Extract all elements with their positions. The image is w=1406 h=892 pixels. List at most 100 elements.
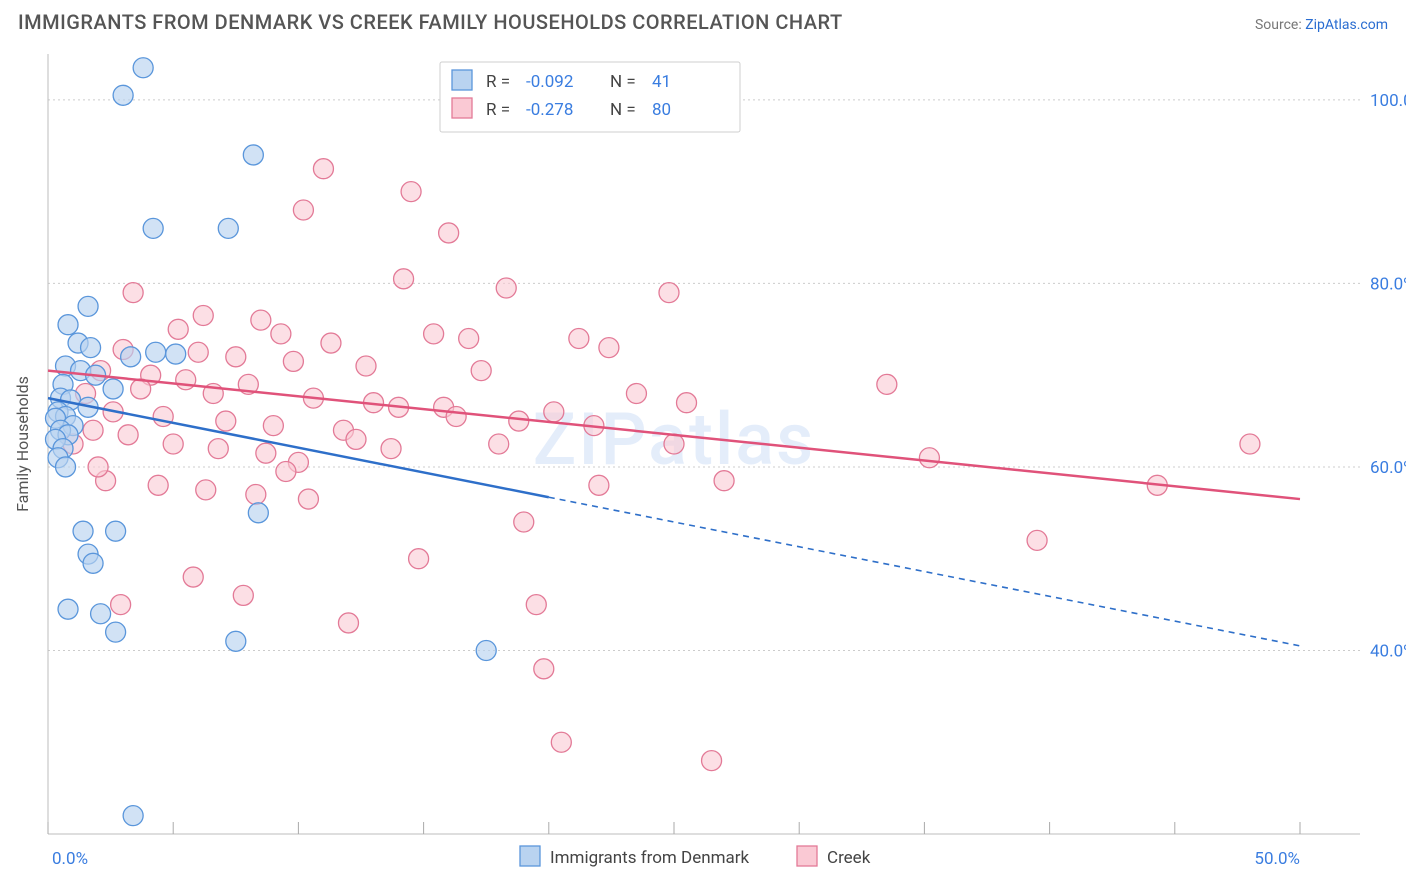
source-prefix: Source: (1255, 17, 1305, 33)
data-point (81, 338, 101, 358)
data-point (248, 503, 268, 523)
data-point (298, 489, 318, 509)
data-point (243, 145, 263, 165)
y-tick-label: 80.0% (1370, 274, 1406, 294)
data-point (321, 333, 341, 353)
legend-r-value: -0.278 (526, 100, 573, 120)
regression-line-extrapolated (549, 497, 1300, 646)
chart-container: 40.0% 60.0% 80.0% 100.0% 0.0% 50.0% Family Hou… (0, 44, 1406, 892)
data-point (659, 283, 679, 303)
data-point (146, 342, 166, 362)
data-point (394, 269, 414, 289)
data-point (83, 420, 103, 440)
data-point (346, 429, 366, 449)
data-point (677, 393, 697, 413)
data-point (216, 411, 236, 431)
data-point (509, 411, 529, 431)
data-point (111, 595, 131, 615)
data-point (534, 659, 554, 679)
x-tick-label: 50.0% (1254, 849, 1300, 869)
data-point (188, 342, 208, 362)
data-point (176, 370, 196, 390)
data-point (544, 402, 564, 422)
data-point (123, 283, 143, 303)
data-point (226, 631, 246, 651)
bottom-legend-swatch (520, 846, 540, 866)
data-point (58, 315, 78, 335)
source-link[interactable]: ZipAtlas.com (1305, 17, 1388, 33)
data-point (218, 218, 238, 238)
legend-r-label: R = (486, 72, 510, 92)
legend-swatch (452, 98, 472, 118)
data-point (148, 475, 168, 495)
y-axis-label: Family Households (13, 376, 32, 512)
data-point (256, 443, 276, 463)
data-point (58, 599, 78, 619)
data-point (589, 475, 609, 495)
data-point (489, 434, 509, 454)
data-point (919, 448, 939, 468)
regression-line (48, 398, 549, 497)
data-point (551, 732, 571, 752)
data-point (401, 182, 421, 202)
data-point (1027, 530, 1047, 550)
data-point (83, 553, 103, 573)
data-point (424, 324, 444, 344)
data-point (271, 324, 291, 344)
data-point (446, 406, 466, 426)
correlation-scatter-chart: 40.0% 60.0% 80.0% 100.0% 0.0% 50.0% Family Hou… (0, 44, 1406, 892)
data-point (471, 361, 491, 381)
x-tick-label: 0.0% (52, 849, 88, 869)
bottom-legend-swatch (797, 846, 817, 866)
legend-n-value: 80 (652, 100, 671, 120)
data-point (293, 200, 313, 220)
data-point (73, 521, 93, 541)
chart-source: Source: ZipAtlas.com (1255, 17, 1388, 33)
legend-n-label: N = (610, 72, 636, 92)
legend-n-value: 41 (652, 72, 671, 92)
data-point (283, 351, 303, 371)
stats-legend (440, 62, 740, 132)
data-point (118, 425, 138, 445)
data-point (599, 338, 619, 358)
legend-r-label: R = (486, 100, 510, 120)
data-point (196, 480, 216, 500)
data-point (439, 223, 459, 243)
data-point (251, 310, 271, 330)
data-point (569, 328, 589, 348)
y-tick-label: 40.0% (1370, 641, 1406, 661)
legend-n-label: N = (610, 100, 636, 120)
data-point (276, 462, 296, 482)
data-point (263, 416, 283, 436)
data-point (78, 296, 98, 316)
chart-header: IMMIGRANTS FROM DENMARK VS CREEK FAMILY … (0, 0, 1406, 40)
data-point (193, 306, 213, 326)
data-point (143, 218, 163, 238)
data-point (121, 347, 141, 367)
data-point (106, 521, 126, 541)
data-point (664, 434, 684, 454)
chart-title: IMMIGRANTS FROM DENMARK VS CREEK FAMILY … (18, 10, 843, 34)
data-point (476, 640, 496, 660)
bottom-legend-label: Creek (827, 848, 871, 868)
data-point (356, 356, 376, 376)
legend-r-value: -0.092 (526, 72, 573, 92)
data-point (496, 278, 516, 298)
data-point (91, 604, 111, 624)
data-point (103, 379, 123, 399)
data-point (1240, 434, 1260, 454)
data-point (113, 85, 133, 105)
y-tick-label: 60.0% (1370, 458, 1406, 478)
data-point (313, 159, 333, 179)
data-point (133, 58, 153, 78)
data-point (123, 806, 143, 826)
data-point (226, 347, 246, 367)
data-point (166, 344, 186, 364)
data-point (163, 434, 183, 454)
data-point (168, 319, 188, 339)
data-point (526, 595, 546, 615)
data-point (702, 751, 722, 771)
legend-swatch (452, 70, 472, 90)
data-point (459, 328, 479, 348)
y-tick-label: 100.0% (1370, 91, 1406, 111)
